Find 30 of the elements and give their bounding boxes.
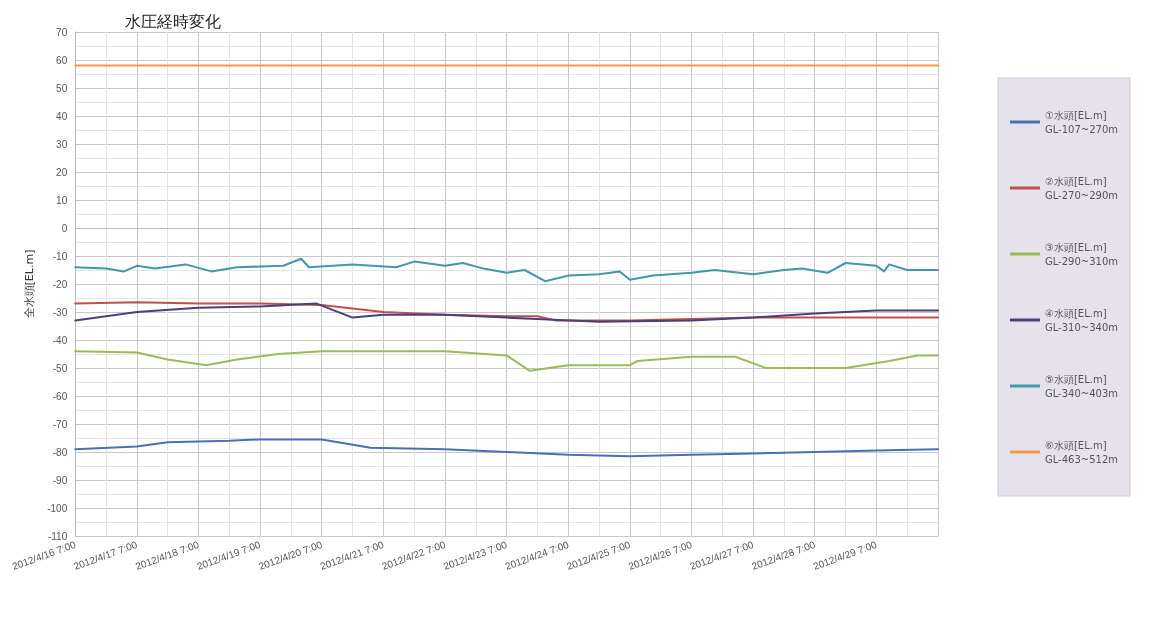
line-series — [74, 438, 939, 458]
y-tick-label: 40 — [56, 110, 68, 122]
y-tick-label: -100 — [47, 502, 68, 514]
legend-label: ④水頭[EL.m] GL-310~340m — [1044, 307, 1118, 333]
y-tick-label: 10 — [56, 194, 68, 206]
legend-label: ②水頭[EL.m] GL-270~290m — [1044, 175, 1118, 201]
y-tick-label: -30 — [52, 306, 68, 318]
y-tick-label: -50 — [52, 362, 68, 374]
y-axis-title: 全水頭[EL.m] — [23, 249, 37, 319]
line-series — [74, 257, 939, 283]
legend-label: ①水頭[EL.m] GL-107~270m — [1044, 109, 1118, 135]
y-tick-label: -80 — [52, 446, 68, 458]
y-tick-label: -20 — [52, 278, 68, 290]
legend-label: ③水頭[EL.m] GL-290~310m — [1044, 241, 1118, 267]
y-tick-label: -90 — [52, 474, 68, 486]
y-tick-label: 70 — [56, 26, 68, 38]
legend-label: ⑤水頭[EL.m] GL-340~403m — [1044, 373, 1118, 399]
y-tick-label: 30 — [56, 138, 68, 150]
y-tick-label: 50 — [56, 82, 68, 94]
y-tick-label: 60 — [56, 54, 68, 66]
y-tick-label: -70 — [52, 418, 68, 430]
y-tick-label: -60 — [52, 390, 68, 402]
line-series — [74, 350, 939, 372]
y-tick-label: -40 — [52, 334, 68, 346]
y-tick-label: -110 — [47, 530, 68, 542]
y-tick-label: 20 — [56, 166, 68, 178]
y-tick-label: 0 — [61, 222, 68, 234]
legend-label: ⑥水頭[EL.m] GL-463~512m — [1044, 439, 1118, 465]
y-tick-label: -10 — [52, 250, 68, 262]
chart-title: 水圧経時変化 — [125, 11, 221, 31]
